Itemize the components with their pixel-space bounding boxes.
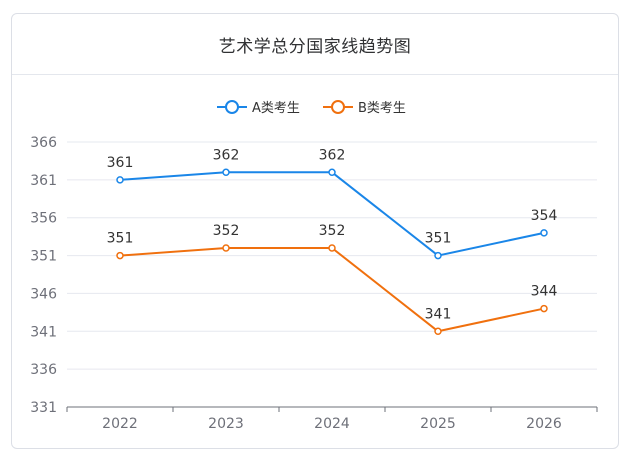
data-point[interactable] [222,168,230,177]
data-point[interactable] [540,229,548,237]
data-label: 362 [213,147,240,163]
data-label: 362 [319,147,346,163]
x-axis: 2022 2023 2024 2025 2026 [66,406,598,432]
y-tick-label: 366 [30,135,57,151]
chart-title: 艺术学总分国家线趋势图 [218,36,412,57]
series: 361 362 362 351 354 351 352 352 341 344 [107,147,558,336]
data-label: 341 [425,306,452,322]
y-tick-label: 336 [30,362,57,378]
data-label: 361 [107,155,134,171]
data-point[interactable] [328,168,336,177]
data-point[interactable] [434,251,442,260]
legend-marker-icon [225,100,239,114]
data-label: 344 [531,284,558,300]
legend-item-a[interactable]: A类考生 [217,100,300,116]
legend-item-b[interactable]: B类考生 [323,100,406,116]
data-label: 351 [425,231,452,247]
data-label: 352 [319,223,346,239]
data-label: 352 [213,223,240,239]
series-b: 351 352 352 341 344 [107,223,558,336]
y-tick-label: 341 [30,324,57,340]
y-tick-label: 331 [30,400,57,416]
x-tick-label: 2025 [420,416,456,432]
series-a: 361 362 362 351 354 [107,147,558,260]
y-tick-label: 351 [30,249,57,265]
chart-card: 艺术学总分国家线趋势图 [11,13,619,449]
data-point[interactable] [540,304,548,313]
x-tick-label: 2022 [102,416,138,432]
y-tick-label: 356 [30,211,57,227]
y-tick-label: 361 [30,173,57,189]
grid-lines [67,141,597,370]
legend-label: A类考生 [252,101,300,116]
x-tick-label: 2023 [208,416,244,432]
data-label: 354 [531,208,558,224]
data-point[interactable] [116,176,124,184]
series-line [119,247,545,333]
data-point[interactable] [328,244,336,252]
y-axis: 331 336 341 346 351 356 361 366 [30,135,57,416]
data-label: 351 [107,231,134,247]
y-tick-label: 346 [30,286,57,302]
data-point[interactable] [222,244,230,252]
x-tick-label: 2024 [314,416,350,432]
legend-marker-icon [331,100,345,114]
series-line [119,171,545,257]
card-header: 艺术学总分国家线趋势图 [12,14,618,75]
data-point[interactable] [116,251,124,260]
legend[interactable]: A类考生 B类考生 [217,100,406,116]
legend-label: B类考生 [358,101,406,116]
data-point[interactable] [434,327,442,336]
x-tick-label: 2026 [526,416,562,432]
